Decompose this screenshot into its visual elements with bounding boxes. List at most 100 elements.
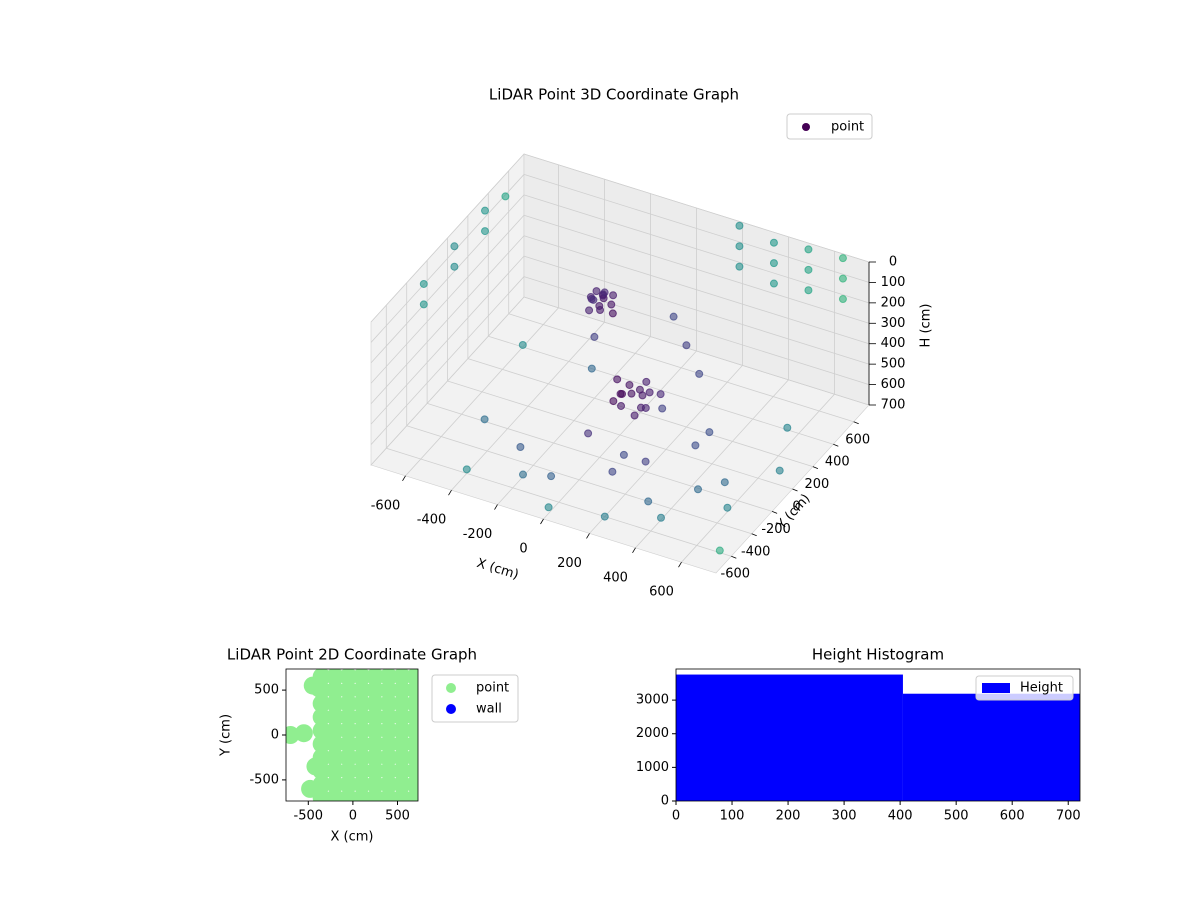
y-tick-label: -400: [741, 544, 771, 559]
point: [366, 694, 385, 713]
legend-label: Height: [1020, 681, 1063, 696]
point: [694, 485, 702, 494]
point: [516, 443, 525, 451]
point: [609, 291, 618, 300]
grid-line: [523, 235, 870, 345]
point: [607, 300, 616, 309]
point: [352, 721, 371, 740]
grid-line: [523, 276, 870, 385]
point: [301, 779, 320, 798]
z-tick-label: 300: [881, 316, 906, 331]
point: [735, 242, 744, 251]
point: [392, 708, 411, 727]
point: [682, 341, 691, 350]
point: [705, 428, 714, 437]
x-tick-label: 500: [944, 809, 969, 824]
point: [379, 775, 398, 794]
point: [379, 748, 398, 767]
point: [366, 721, 385, 740]
point: [769, 259, 778, 268]
point: [769, 238, 778, 247]
point: [366, 681, 385, 700]
point: [326, 708, 345, 727]
y-tick-label: 500: [254, 683, 279, 698]
point: [419, 279, 428, 288]
point: [310, 679, 328, 698]
chart-title: Height Histogram: [812, 646, 944, 664]
point: [352, 734, 371, 753]
grid-line: [386, 447, 732, 557]
point: [644, 497, 653, 506]
grid-line: [370, 276, 525, 445]
x-tick-label: 600: [1000, 809, 1025, 824]
x-tick: [678, 561, 682, 568]
grid-line: [370, 194, 525, 364]
point: [838, 254, 847, 263]
y-tick: [751, 533, 757, 537]
point: [366, 708, 385, 727]
y-tick-label: 1000: [636, 760, 669, 775]
point: [392, 694, 411, 713]
point: [339, 761, 358, 780]
x-tick-label: 400: [888, 809, 913, 824]
grid-line: [370, 174, 525, 343]
point: [584, 429, 593, 438]
grid-line: [523, 255, 870, 365]
point: [804, 245, 813, 254]
grid-line: [370, 296, 525, 466]
z-tick-label: 0: [889, 255, 897, 270]
x-tick-label: 200: [557, 556, 582, 571]
point: [312, 694, 331, 713]
point: [392, 734, 411, 753]
point: [695, 369, 704, 378]
point: [613, 375, 622, 384]
point: [481, 206, 489, 215]
point: [379, 734, 398, 753]
point: [723, 503, 732, 512]
y-tick-label: 600: [845, 432, 870, 447]
point: [326, 681, 345, 700]
x-axis-label: X (cm): [475, 556, 521, 583]
bar: [902, 693, 1080, 801]
point: [769, 279, 778, 288]
point: [715, 546, 724, 555]
legend-box: [786, 113, 873, 140]
point: [392, 721, 411, 740]
point: [618, 389, 627, 398]
point: [627, 389, 636, 398]
x-tick-label: 0: [672, 809, 680, 824]
x-tick: [494, 504, 498, 510]
point: [691, 441, 700, 450]
point: [617, 401, 626, 410]
point: [352, 748, 371, 767]
point: [294, 724, 313, 743]
point: [366, 775, 385, 794]
point: [379, 761, 398, 780]
point: [657, 513, 665, 522]
grid-line: [370, 255, 525, 425]
y-tick: [731, 555, 737, 559]
y-tick-label: 3000: [636, 693, 669, 708]
x-tick-label: -200: [463, 527, 493, 542]
point: [501, 192, 510, 201]
point: [326, 694, 345, 713]
bar: [676, 674, 903, 801]
point: [462, 465, 471, 474]
y-tick: [812, 466, 819, 469]
x-tick-label: -400: [417, 513, 447, 528]
axes-frame: [285, 668, 419, 802]
y-tick-label: -500: [249, 772, 279, 787]
point: [379, 669, 398, 686]
point: [339, 694, 358, 713]
z-tick-label: 100: [881, 275, 906, 290]
point: [339, 748, 358, 767]
point: [339, 669, 358, 686]
x-tick: [586, 533, 590, 539]
point: [720, 478, 729, 487]
point: [547, 472, 556, 481]
point: [519, 470, 527, 479]
point: [589, 295, 598, 304]
x-tick: [540, 518, 544, 525]
legend-patch: [982, 683, 1010, 693]
